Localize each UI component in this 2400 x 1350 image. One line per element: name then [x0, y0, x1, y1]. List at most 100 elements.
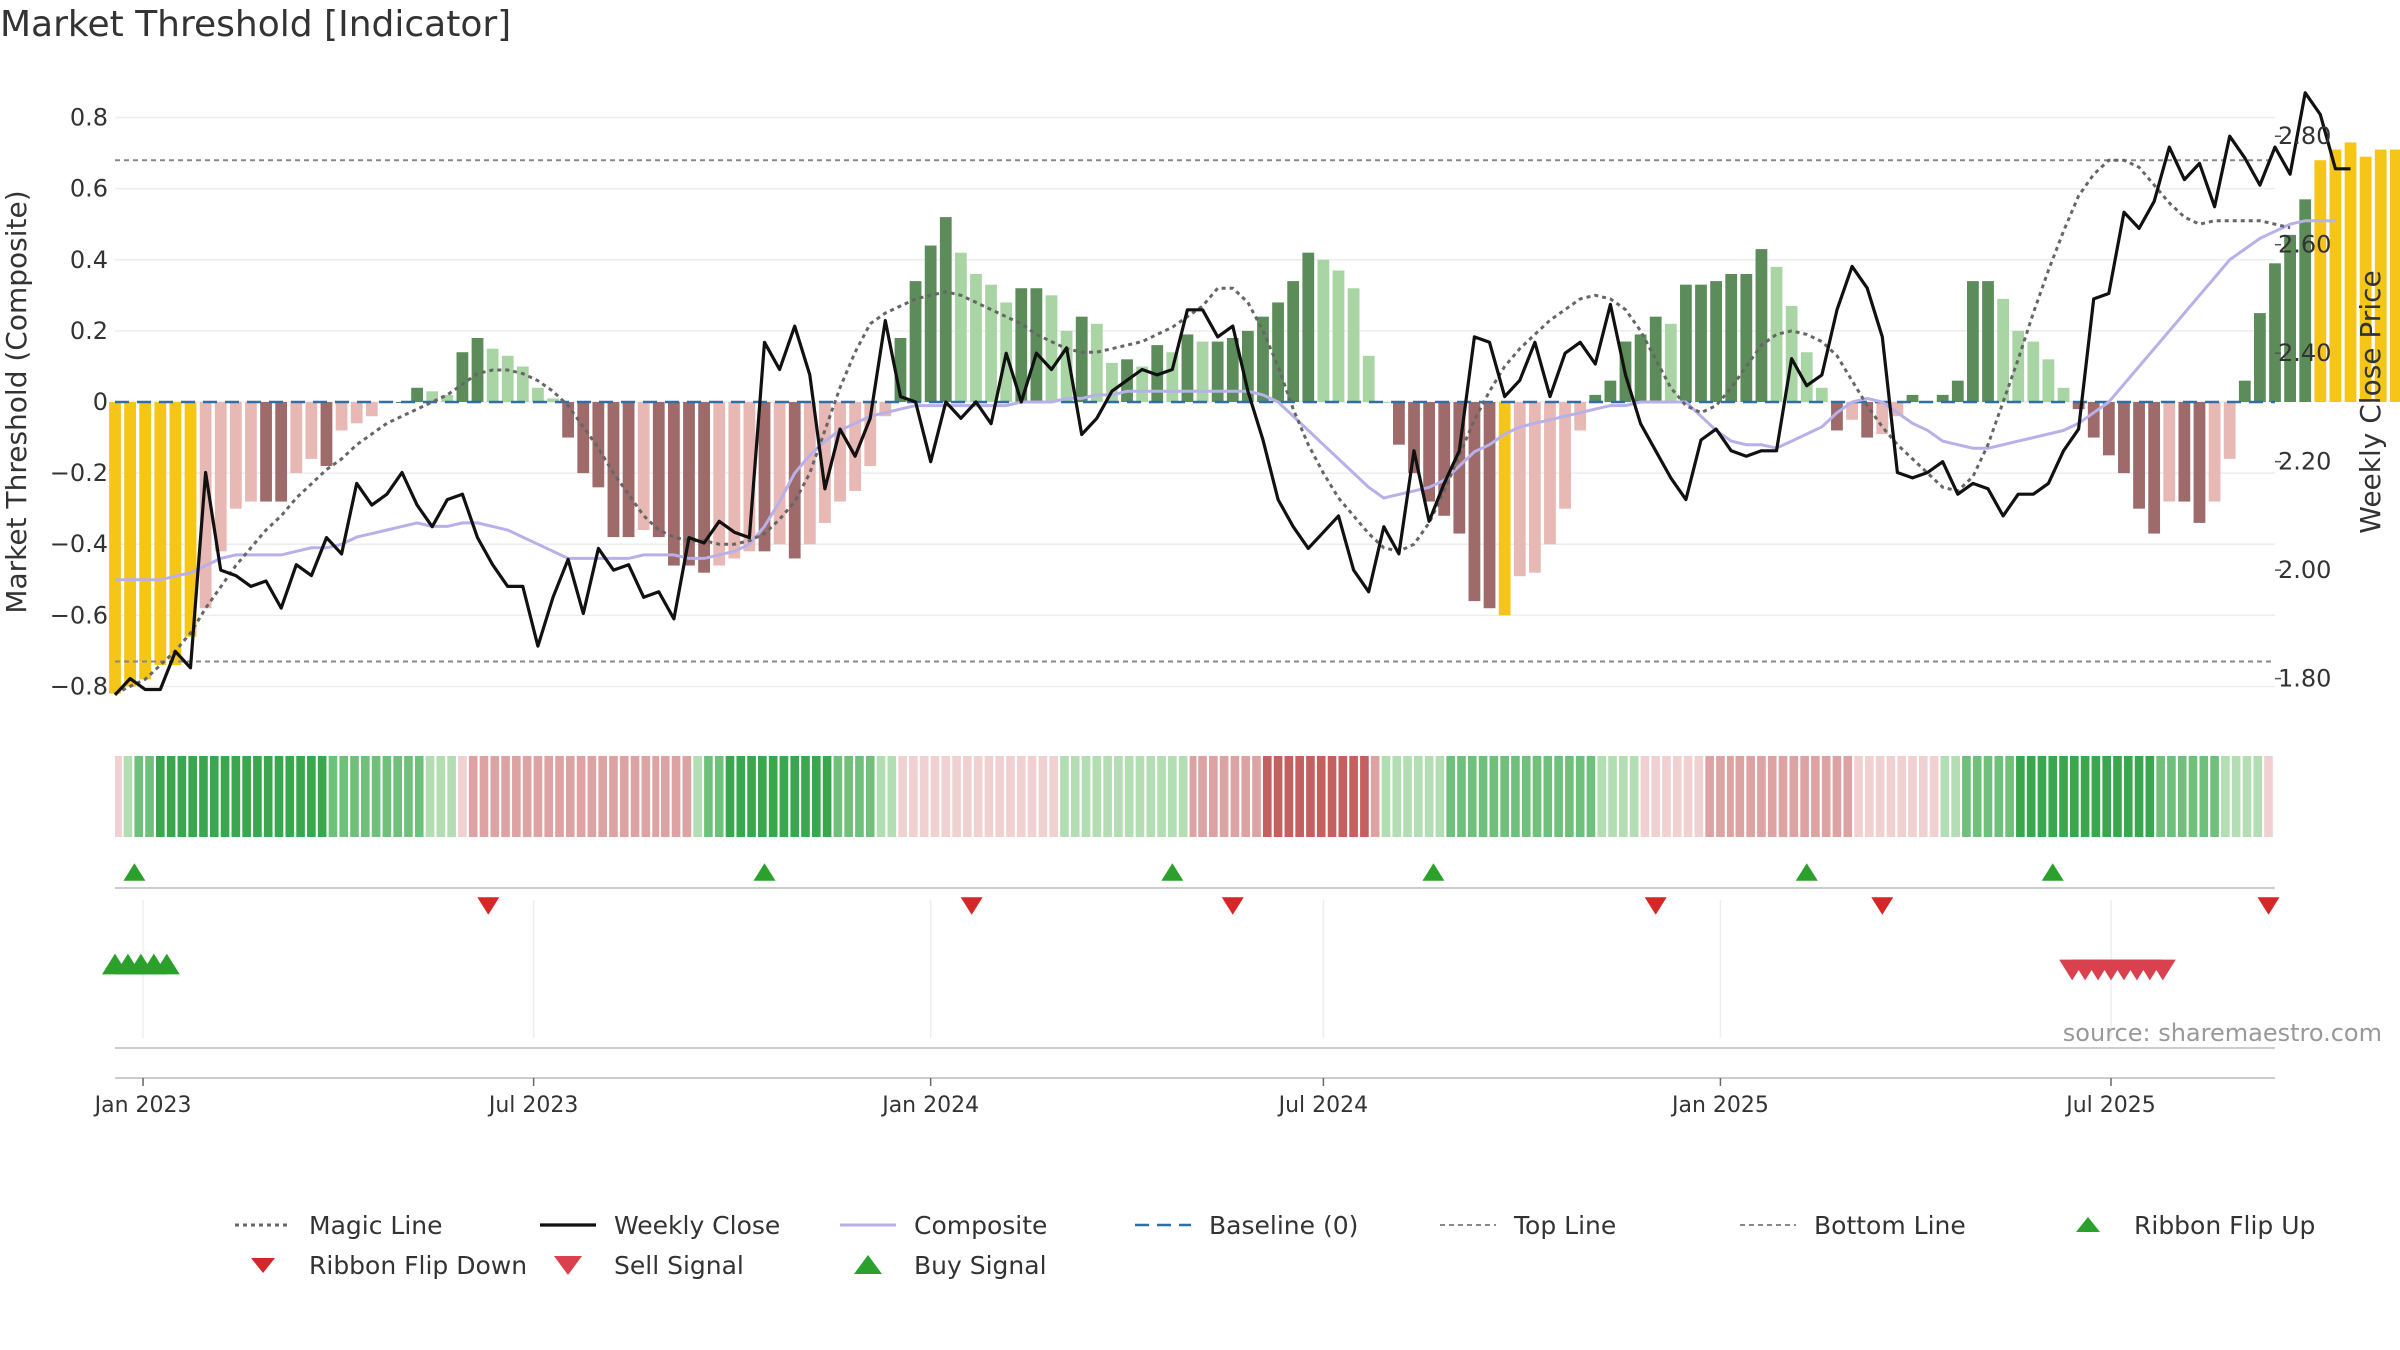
composite-bar	[1725, 274, 1738, 402]
composite-bar	[713, 402, 726, 566]
ribbon-segment	[1295, 756, 1304, 837]
ribbon-segment	[671, 756, 681, 837]
lines	[113, 91, 2351, 696]
axes: 0.8 0.6 0.4 0.2 0 −0.2 −0.4 −0.6 −0.8 2.80 2.60 2.4…	[0, 104, 2387, 1118]
composite-bar	[1800, 352, 1813, 402]
ribbon-segment	[231, 756, 241, 837]
composite-bar	[2072, 402, 2085, 410]
composite-bar	[1226, 338, 1239, 402]
composite-bar	[1302, 252, 1315, 402]
ribbon-segment	[1049, 756, 1058, 837]
ribbon-segment	[199, 756, 208, 837]
composite-bar	[456, 352, 469, 402]
ribbon-segment	[1726, 756, 1734, 837]
composite-bar	[849, 402, 862, 491]
composite-bar	[2359, 156, 2372, 402]
y2-tick-label: 2.20	[2278, 448, 2331, 476]
ribbon-segment	[1983, 756, 1993, 837]
composite-bar	[1030, 288, 1043, 402]
ribbon-segment	[1500, 756, 1509, 837]
composite-bar	[1090, 323, 1103, 402]
ribbon-segment	[2210, 756, 2219, 837]
ribbon-segment	[973, 756, 983, 837]
ribbon-segment	[1457, 756, 1466, 837]
magic-line	[114, 158, 2291, 695]
composite-bar	[2208, 402, 2221, 502]
legend-label: Weekly Close	[614, 1211, 780, 1240]
x-tick-label: Jan 2023	[93, 1093, 192, 1118]
ribbon-segment	[2080, 756, 2090, 837]
ribbon-segment	[220, 756, 230, 837]
ribbon-flip-down-marker	[1221, 897, 1244, 915]
composite-bar	[2299, 199, 2312, 402]
composite-bar	[1982, 281, 1994, 402]
ribbon-segment	[1038, 756, 1048, 837]
composite-bar	[758, 402, 771, 552]
ribbon-segment	[565, 756, 575, 837]
legend: Magic Line Weekly Close Composite Baseline …	[235, 1211, 2315, 1280]
ribbon-segment	[1575, 756, 1585, 837]
composite-bar	[154, 402, 167, 666]
ribbon-segment	[1370, 756, 1380, 837]
composite-bar	[939, 217, 952, 402]
ribbon-segment	[2242, 756, 2252, 837]
composite-bar	[1377, 402, 1390, 403]
composite-bar	[1664, 323, 1677, 402]
ribbon-segment	[1198, 756, 1207, 837]
ribbon-segment	[822, 756, 832, 837]
ribbon-segment	[2134, 756, 2144, 837]
composite-bar	[622, 402, 635, 538]
ribbon-segment	[1414, 756, 1423, 837]
composite-bar	[290, 402, 303, 474]
ribbon-segment	[1327, 756, 1337, 837]
y-tick-label: 0	[93, 388, 108, 416]
composite-bar	[2042, 359, 2055, 402]
legend-swatch	[2076, 1217, 2100, 1232]
composite-bar	[562, 402, 575, 438]
ribbon-segment	[1843, 756, 1853, 837]
x-tick-label: Jul 2024	[1277, 1093, 1369, 1118]
composite-bar	[577, 402, 590, 474]
legend-label: Magic Line	[309, 1211, 443, 1240]
ribbon-segment	[1746, 756, 1755, 837]
composite-bar	[350, 402, 363, 424]
ribbon-segment	[242, 756, 251, 837]
ribbon-segment	[2070, 756, 2079, 837]
ribbon-segment	[714, 756, 724, 837]
composite-bar	[1166, 352, 1179, 402]
x-tick-label: Jul 2025	[2064, 1093, 2156, 1118]
ribbon-segment	[360, 756, 370, 837]
composite-bar	[1755, 249, 1768, 402]
ribbon-segment	[1629, 756, 1639, 837]
composite-bar	[970, 274, 982, 402]
ribbon-flip-up-marker	[123, 863, 146, 881]
ribbon-segment	[1821, 756, 1831, 837]
ribbon-segment	[1241, 756, 1251, 837]
ribbon-segment	[166, 756, 176, 837]
composite-bar	[426, 391, 439, 402]
composite-bar	[124, 402, 136, 687]
ribbon-segment	[209, 756, 219, 837]
composite-bar	[1846, 402, 1858, 420]
composite-bar	[1136, 366, 1149, 402]
composite-bar	[1438, 402, 1451, 516]
ribbon-segment	[1349, 756, 1358, 837]
ribbon-segment	[898, 756, 907, 837]
ribbon-segment	[952, 756, 961, 837]
ribbon-segment	[2037, 756, 2047, 837]
composite-bar	[2178, 402, 2191, 502]
composite-bar	[2057, 387, 2070, 402]
composite-bar	[2269, 263, 2281, 402]
ribbon-segment	[274, 756, 284, 837]
y-tick-label: −0.4	[50, 530, 108, 558]
legend-item-top: Top Line	[1440, 1211, 1616, 1240]
ribbon-segment	[641, 756, 651, 837]
ribbon-segment	[512, 756, 521, 837]
ribbon-segment	[1360, 756, 1369, 837]
ribbon-segment	[2113, 756, 2122, 837]
ribbon-segment	[930, 756, 940, 837]
composite-bar	[894, 338, 907, 402]
composite-bar	[1649, 316, 1662, 402]
ribbon-flip-down-marker	[1644, 897, 1667, 915]
